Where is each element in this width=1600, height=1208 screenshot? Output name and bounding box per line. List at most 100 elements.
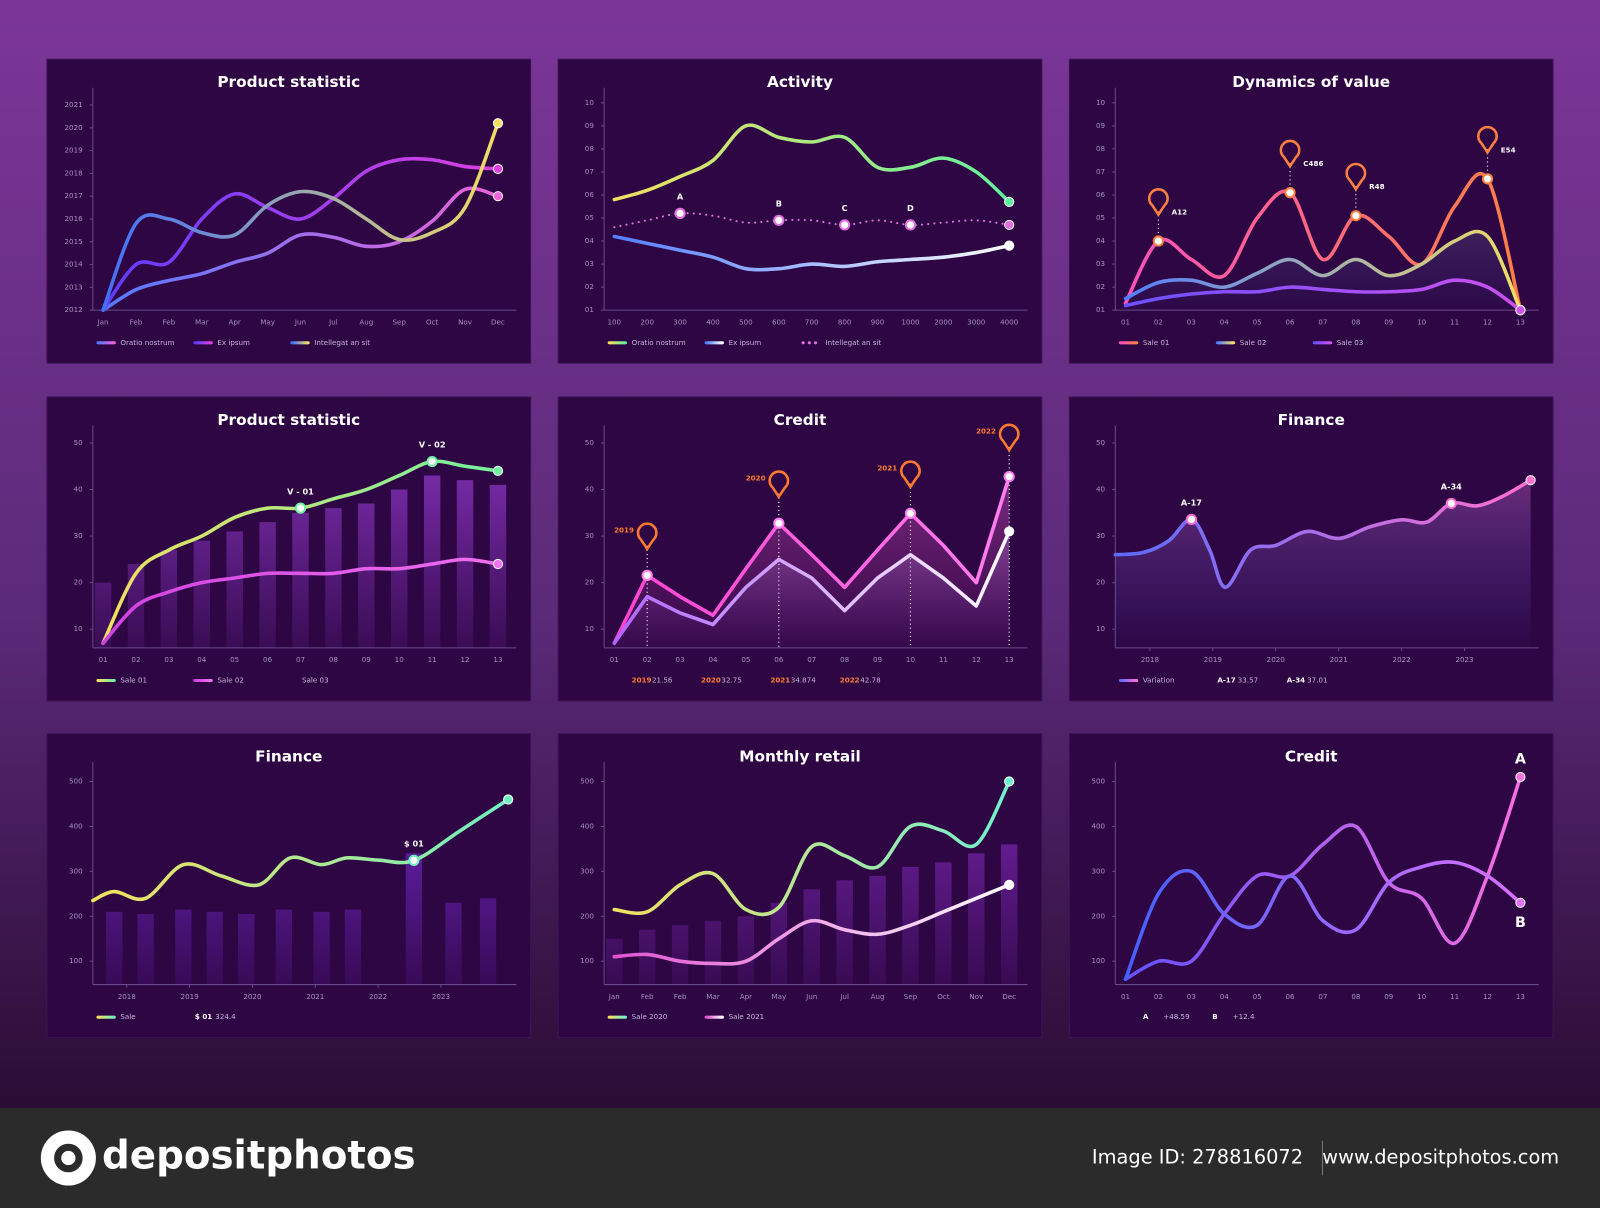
footer-bar — [0, 1108, 1600, 1208]
summary-name: 2019 — [632, 676, 652, 685]
legend-label: Sale 02 — [217, 676, 244, 685]
summary-value: 33.57 — [1238, 676, 1258, 685]
x-tick-label: 05 — [1253, 992, 1262, 1001]
y-tick-label: 20 — [74, 578, 84, 587]
x-tick-label: 03 — [676, 655, 685, 664]
series-line — [101, 557, 500, 645]
summary-value: +48.59 — [1163, 1012, 1190, 1021]
chart-title: Credit — [1285, 748, 1338, 766]
y-tick-label: 400 — [1091, 821, 1105, 830]
logo-icon-lens — [61, 1150, 76, 1166]
x-tick-label: 03 — [164, 655, 173, 664]
point-marker — [904, 507, 917, 519]
y-tick-label: 2012 — [65, 305, 83, 314]
x-tick-label: 800 — [838, 317, 852, 326]
legend-label: Sale — [120, 1012, 135, 1021]
series-line — [1123, 171, 1523, 312]
x-tick-label: Nov — [458, 317, 472, 326]
point-marker — [773, 517, 785, 529]
x-tick-label: 11 — [1450, 992, 1459, 1001]
summary-name: 2021 — [770, 676, 790, 685]
bar — [638, 929, 656, 985]
x-tick-label: 06 — [1286, 992, 1296, 1001]
legend-label: Ex ipsum — [217, 338, 250, 347]
series-line — [1113, 478, 1533, 590]
x-tick-label: 08 — [1351, 992, 1361, 1001]
series-line — [1123, 860, 1523, 981]
point-label: $ 01 — [404, 839, 424, 849]
end-point — [492, 191, 504, 202]
x-tick-label: 09 — [362, 655, 372, 664]
point-marker — [1350, 210, 1362, 222]
x-tick-label: 2020 — [1267, 655, 1286, 664]
y-tick-label: 30 — [74, 531, 84, 540]
y-tick-label: 20 — [585, 578, 595, 587]
x-tick-label: 3000 — [967, 317, 986, 326]
pin — [900, 460, 921, 490]
y-tick-label: 2017 — [65, 191, 83, 200]
bar — [836, 880, 853, 985]
bar — [325, 508, 342, 648]
x-tick-label: 01 — [1121, 317, 1130, 326]
bar — [137, 914, 154, 985]
x-tick-label: 01 — [1121, 992, 1130, 1001]
x-tick-label: Nov — [969, 992, 983, 1001]
bar — [671, 925, 689, 985]
end-point — [1004, 776, 1015, 787]
point-marker — [641, 569, 653, 582]
legend-label: Sale 2021 — [729, 1012, 765, 1021]
x-tick-label: 4000 — [1000, 317, 1019, 326]
legend-label: Variation — [1143, 676, 1175, 685]
y-tick-label: 40 — [74, 485, 84, 494]
bar — [292, 512, 309, 648]
x-tick-label: 13 — [1516, 992, 1525, 1001]
x-tick-label: 12 — [1483, 992, 1492, 1001]
point-marker — [773, 214, 785, 226]
x-tick-label: 05 — [230, 655, 239, 664]
point-label: C486 — [1303, 159, 1323, 168]
summary-value: 34.874 — [791, 676, 816, 685]
y-tick-label: 100 — [69, 956, 83, 965]
x-tick-label: 10 — [906, 655, 916, 664]
x-tick-label: Apr — [229, 317, 241, 326]
x-tick-label: 2021 — [1330, 655, 1348, 664]
point-marker — [426, 455, 438, 468]
point-marker — [904, 219, 917, 231]
x-tick-label: Aug — [871, 992, 885, 1001]
y-tick-label: 01 — [1096, 305, 1105, 314]
x-tick-label: 07 — [807, 655, 816, 664]
x-tick-label: Apr — [740, 992, 752, 1001]
legend-label: Sale 03 — [302, 676, 329, 685]
y-tick-label: 200 — [1091, 911, 1105, 920]
bar — [606, 938, 623, 985]
y-tick-label: 40 — [585, 485, 595, 494]
x-tick-label: 2018 — [1141, 655, 1160, 664]
legend-label: Sale 01 — [1143, 338, 1170, 347]
point-label: A-34 — [1441, 482, 1462, 492]
x-tick-label: 04 — [197, 655, 207, 664]
point-label: A12 — [1172, 207, 1187, 216]
pin — [636, 522, 658, 552]
series-line — [612, 234, 1011, 272]
legend-label: Sale 02 — [1240, 338, 1267, 347]
x-tick-label: 2020 — [243, 992, 262, 1001]
x-tick-label: 04 — [708, 655, 718, 664]
end-point — [1004, 196, 1015, 207]
point-label: D — [907, 203, 914, 213]
x-tick-label: Aug — [359, 317, 373, 326]
y-tick-label: 2015 — [65, 237, 83, 246]
charts: Product statistic20122013201420152016201… — [46, 58, 1554, 1039]
x-tick-label: 13 — [1516, 317, 1525, 326]
series-line — [612, 474, 1011, 645]
bar — [344, 909, 362, 985]
x-tick-label: 01 — [99, 655, 108, 664]
y-tick-label: 50 — [585, 438, 595, 447]
bar — [968, 853, 985, 985]
x-tick-label: 07 — [1318, 317, 1327, 326]
y-tick-label: 2014 — [65, 260, 84, 269]
point-label: 2022 — [976, 427, 996, 436]
y-tick-label: 03 — [1096, 259, 1105, 268]
point-label: V - 01 — [287, 486, 314, 496]
summary-name: 2022 — [840, 676, 860, 685]
y-tick-label: 06 — [585, 190, 595, 199]
